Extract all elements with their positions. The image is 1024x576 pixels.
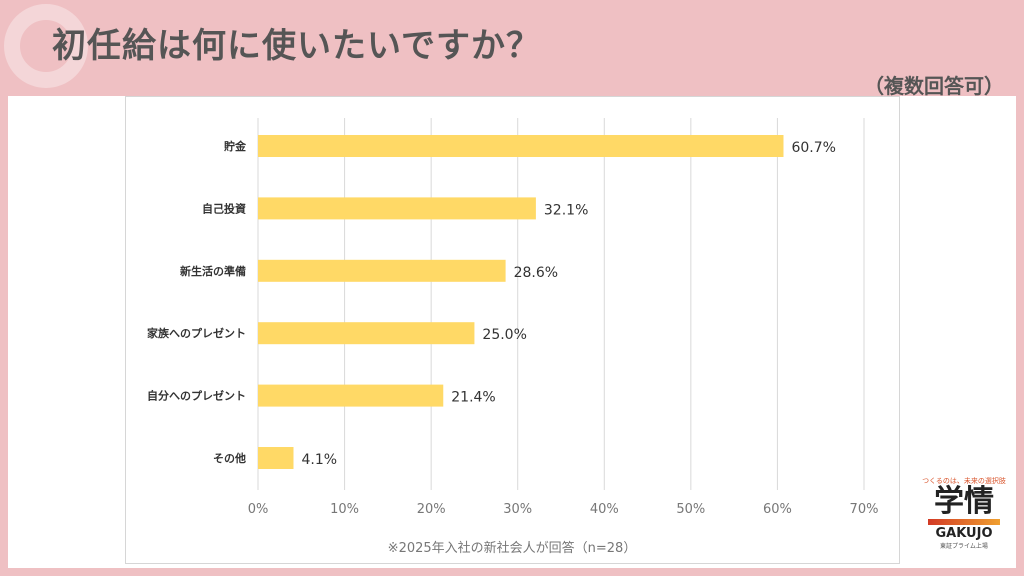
data-label: 25.0%	[482, 327, 526, 343]
logo-tagline: つくるのは、未来の選択肢	[922, 477, 1006, 485]
category-label: 貯金	[224, 139, 247, 153]
bar	[258, 447, 294, 469]
page-title: 初任給は何に使いたいですか？	[52, 26, 541, 66]
logo-kanji: 学情	[934, 484, 994, 519]
x-tick-label: 70%	[850, 502, 879, 517]
x-tick-label: 30%	[503, 502, 532, 517]
logo-bar	[928, 519, 1000, 525]
bar	[258, 384, 444, 407]
data-label: 60.7%	[791, 140, 835, 156]
chart-area	[125, 96, 900, 564]
category-label: 自分へのプレゼント	[147, 389, 246, 403]
category-label: 家族へのプレゼント	[147, 326, 246, 340]
x-tick-label: 40%	[590, 502, 619, 517]
x-tick-label: 20%	[417, 502, 446, 517]
data-label: 32.1%	[544, 202, 588, 218]
data-label: 4.1%	[301, 452, 337, 468]
x-tick-label: 0%	[248, 502, 269, 517]
category-label: 新生活の準備	[180, 264, 246, 278]
x-tick-label: 10%	[330, 502, 359, 517]
bar	[258, 197, 536, 220]
data-label: 21.4%	[451, 390, 495, 406]
bar	[258, 322, 475, 345]
logo-listing: 東証プライム上場	[940, 543, 988, 550]
data-label: 28.6%	[514, 265, 558, 281]
subtitle: （複数回答可）	[864, 74, 1004, 98]
gakujo-logo: つくるのは、未来の選択肢 学情 GAKUJO 東証プライム上場	[918, 476, 1010, 550]
category-label: 自己投資	[202, 201, 246, 215]
category-label: その他	[213, 451, 246, 465]
bar	[258, 135, 784, 157]
footnote: ※2025年入社の新社会人が回答（n=28）	[387, 541, 637, 556]
logo-english: GAKUJO	[935, 526, 993, 541]
x-tick-label: 60%	[763, 502, 792, 517]
bar	[258, 259, 506, 282]
x-tick-label: 50%	[676, 502, 705, 517]
